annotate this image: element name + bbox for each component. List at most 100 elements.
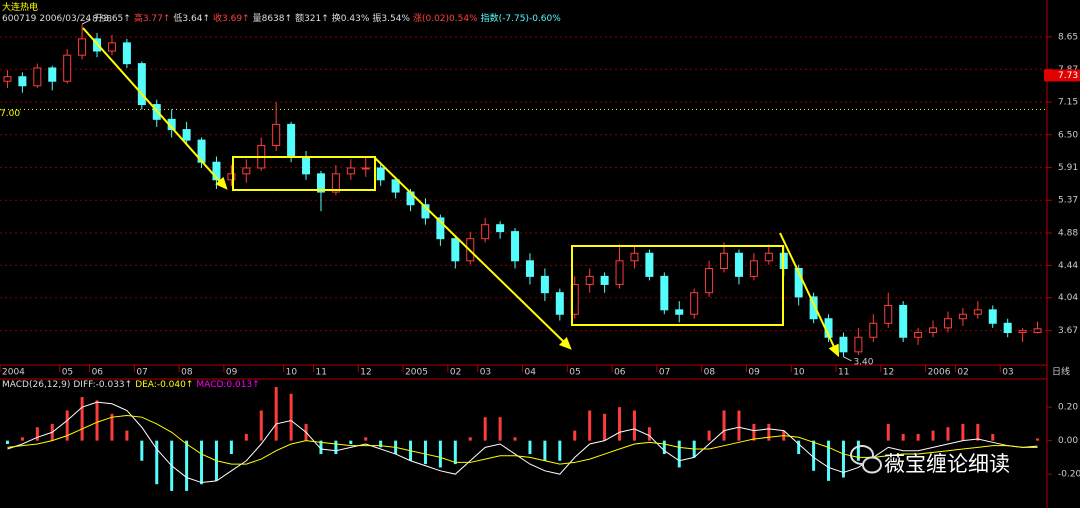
quote-field: 高3.77↑ xyxy=(133,14,171,24)
candle-body xyxy=(63,54,72,82)
candle-body xyxy=(1003,322,1012,334)
candle-body xyxy=(734,252,743,277)
candle-body xyxy=(884,304,893,324)
candle-body xyxy=(854,336,863,353)
arrow-head xyxy=(215,176,228,190)
candle-body xyxy=(705,267,714,294)
x-tick-label: 2005 xyxy=(405,368,428,378)
candle-body xyxy=(630,252,639,262)
candle-body xyxy=(720,252,729,269)
x-tick-label: 03 xyxy=(1002,368,1013,378)
legend-entry: DEA:-0.040↑ xyxy=(135,380,194,390)
candle-body xyxy=(645,252,654,277)
y-tick-label: 6.50 xyxy=(1058,130,1078,140)
x-tick-label: 12 xyxy=(883,368,894,378)
drawings xyxy=(82,27,840,358)
candle-body xyxy=(1018,330,1027,334)
price-marker-label: 7.73 xyxy=(1058,71,1078,81)
candle-body xyxy=(1033,328,1042,334)
candle-body xyxy=(78,38,87,56)
quote-field: 600719 xyxy=(2,14,37,24)
x-tick-label: 12 xyxy=(360,368,371,378)
reference-label: 7.00 xyxy=(0,109,20,119)
y-tick-label: 5.37 xyxy=(1058,196,1078,206)
candle-body xyxy=(511,231,520,262)
trend-arrow xyxy=(82,27,223,185)
quote-field: 指数(-7.75)-0.60% xyxy=(480,14,561,24)
candle-body xyxy=(122,42,131,65)
x-tick-label: 02 xyxy=(957,368,968,378)
candle-body xyxy=(585,275,594,285)
candle-body xyxy=(18,76,27,87)
candle-body xyxy=(287,123,296,158)
y-tick-label: 0.00 xyxy=(1058,436,1078,446)
x-tick-label: 10 xyxy=(286,368,298,378)
candle-body xyxy=(899,304,908,338)
y-tick-label: 8.65 xyxy=(1058,32,1078,42)
candle-body xyxy=(272,123,281,147)
candle-body xyxy=(33,67,42,87)
candle-body xyxy=(675,309,684,315)
x-tick-label: 10 xyxy=(793,368,805,378)
candle-body xyxy=(600,275,609,285)
price-marker xyxy=(1044,69,1080,82)
macd-header: MACD(26,12,9) DIFF:-0.033↑ DEA:-0.040↑ MACD… xyxy=(2,380,263,390)
x-tick-label: 07 xyxy=(659,368,670,378)
watermark: 薇宝缠论细读 xyxy=(884,452,1010,476)
range-box xyxy=(232,156,376,191)
candle-body xyxy=(525,260,534,277)
logo-bubble xyxy=(862,456,882,474)
quote-field: 收3.69↑ xyxy=(213,14,250,24)
candle-body xyxy=(660,275,669,311)
y-tick-label: 7.15 xyxy=(1058,98,1078,108)
x-tick-label: 07 xyxy=(136,368,147,378)
candle-body xyxy=(3,76,12,82)
candle-body xyxy=(361,167,370,170)
x-tick-label: 06 xyxy=(614,368,626,378)
x-tick-label: 04 xyxy=(525,368,537,378)
candle-body xyxy=(242,167,251,175)
period-label: 日线 xyxy=(1052,366,1070,378)
quote-info: 600719 2006/03/24 开3.65↑ 高3.77↑ 低3.64↑ 收3.69↑… xyxy=(2,11,564,24)
candle-body xyxy=(48,67,57,82)
candle-body xyxy=(137,63,146,106)
candle-body xyxy=(749,260,758,277)
y-tick-label: 4.44 xyxy=(1058,261,1078,271)
candle-body xyxy=(227,173,236,181)
annotation: 3.40 xyxy=(853,357,873,367)
candle-body xyxy=(302,156,311,175)
candle-body xyxy=(973,309,982,315)
trend-arrow xyxy=(779,232,837,352)
annotation: 8.98 xyxy=(92,15,112,25)
candle-body xyxy=(540,275,549,294)
candle-body xyxy=(331,173,340,193)
y-tick-label: 4.04 xyxy=(1058,293,1078,303)
trend-arrow xyxy=(374,157,567,345)
y-tick-label: 5.91 xyxy=(1058,163,1078,173)
x-tick-label: 03 xyxy=(480,368,491,378)
annotation-leader xyxy=(81,19,91,25)
candle-body xyxy=(943,318,952,329)
x-tick-label: 09 xyxy=(748,368,760,378)
x-tick-label: 11 xyxy=(838,368,849,378)
quote-field: 低3.64↑ xyxy=(173,14,211,24)
indicator-title: MACD(26,12,9) xyxy=(2,380,71,390)
plot-layer: 8.657.877.156.505.915.374.884.444.043.67… xyxy=(0,15,1080,491)
candle-body xyxy=(988,309,997,324)
x-tick-label: 2006 xyxy=(928,368,951,378)
x-tick-label: 2004 xyxy=(2,368,25,378)
x-tick-label: 06 xyxy=(92,368,104,378)
range-box xyxy=(571,245,784,326)
legend-entry: DIFF:-0.033↑ xyxy=(73,380,133,390)
quote-field: 额321↑ xyxy=(295,14,329,24)
y-tick-label: 0.20 xyxy=(1058,403,1078,413)
candle-body xyxy=(436,217,445,240)
candle-body xyxy=(376,167,385,181)
candle-body xyxy=(391,179,400,193)
quote-field: 振3.54% xyxy=(372,14,410,24)
legend-entry: MACD:0.013↑ xyxy=(196,380,260,390)
candle-body xyxy=(839,336,848,353)
candle-body xyxy=(496,224,505,233)
arrow-head xyxy=(828,343,840,358)
